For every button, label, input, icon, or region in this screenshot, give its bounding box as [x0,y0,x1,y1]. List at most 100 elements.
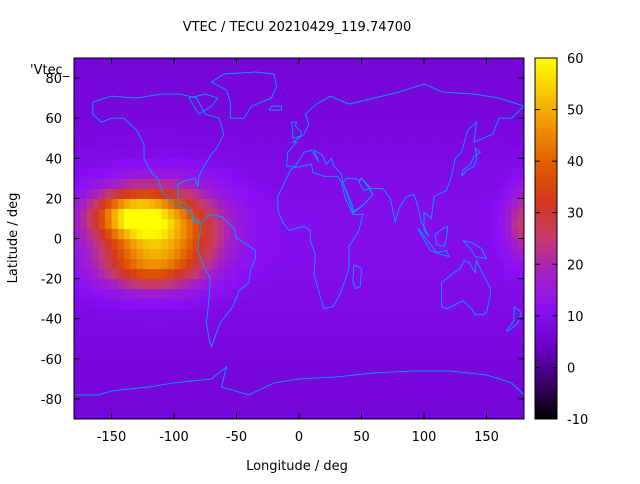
heatmap-cell [236,268,244,280]
heatmap-cell [449,158,456,169]
heatmap-cell [142,168,150,179]
heatmap-cell [224,258,231,270]
heatmap-cell [211,328,219,340]
heatmap-cell [342,278,350,290]
heatmap-cell [92,58,100,69]
heatmap-cell [124,208,131,220]
heatmap-cell [99,268,106,280]
heatmap-cell [349,188,356,199]
heatmap-cell [342,348,350,360]
heatmap-cell [317,198,325,210]
heatmap-cell [374,258,381,270]
heatmap-cell [186,338,194,350]
heatmap-cell [155,198,163,210]
heatmap-cell [342,148,350,159]
coastline-uk [290,121,303,139]
heatmap-cell [255,338,263,350]
heatmap-cell [380,268,388,280]
heatmap-cell [480,298,488,310]
heatmap-cell [105,218,113,230]
heatmap-cell [274,208,281,220]
heatmap-cell [367,288,375,300]
heatmap-cell [217,98,225,109]
heatmap-cell [367,278,375,290]
heatmap-cell [249,368,256,380]
heatmap-cell [411,218,419,230]
heatmap-cell [124,238,131,250]
heatmap-cell [286,398,294,410]
heatmap-cell [292,78,300,89]
heatmap-cell [180,168,188,179]
heatmap-cell [199,238,206,250]
coastline-indonesia [417,228,450,258]
heatmap-cell [167,158,175,169]
heatmap-cell [224,58,231,69]
heatmap-cell [286,138,294,149]
heatmap-cell [442,268,450,280]
heatmap-cell [380,178,388,189]
heatmap-cell [336,248,344,260]
heatmap-cell [230,218,238,230]
heatmap-cell [449,148,456,159]
heatmap-cell [292,288,300,300]
heatmap-cell [92,208,100,220]
heatmap-cell [230,58,238,69]
heatmap-cell [405,208,413,220]
heatmap-cell [392,178,400,189]
heatmap-cell [236,338,244,350]
heatmap-cell [180,388,188,400]
heatmap-cell [167,338,175,350]
heatmap-cell [399,298,406,310]
heatmap-cell [517,238,524,250]
heatmap-cell [311,198,319,210]
heatmap-cell [80,168,88,179]
heatmap-cell [117,298,125,310]
heatmap-cell [180,58,188,69]
heatmap-cell [361,318,369,330]
heatmap-cell [324,148,331,159]
heatmap-cell [255,178,263,189]
heatmap-cell [199,178,206,189]
heatmap-cell [455,298,463,310]
heatmap-cell [136,148,144,159]
heatmap-cell [186,68,194,79]
heatmap-cell [486,328,494,340]
heatmap-cell [136,328,144,340]
heatmap-cell [311,118,319,129]
heatmap-cell [149,358,156,370]
heatmap-cell [299,248,306,260]
heatmap-cell [480,268,488,280]
heatmap-cell [355,128,363,139]
heatmap-cell [274,358,281,370]
heatmap-cell [474,228,481,240]
heatmap-cell [442,388,450,400]
colorbar-tick-label: 30 [567,207,584,222]
heatmap-cell [161,158,169,169]
heatmap-cell [92,248,100,260]
heatmap-cell [467,138,475,149]
heatmap-cell [92,288,100,300]
heatmap-cell [480,88,488,99]
heatmap-cell [305,278,313,290]
heatmap-cell [286,108,294,119]
heatmap-cell [411,88,419,99]
heatmap-cell [111,168,119,179]
heatmap-cell [311,358,319,370]
heatmap-cell [424,318,431,330]
heatmap-cell [392,398,400,410]
heatmap-cell [124,68,131,79]
heatmap-cell [149,188,156,199]
heatmap-cell [436,298,444,310]
heatmap-cell [136,338,144,350]
heatmap-cell [424,88,431,99]
heatmap-cell [217,268,225,280]
heatmap-cell [242,228,250,240]
heatmap-cell [217,168,225,179]
heatmap-cell [180,138,188,149]
heatmap-cell [467,408,475,419]
heatmap-cell [424,278,431,290]
heatmap-cell [330,188,338,199]
heatmap-cell [455,248,463,260]
heatmap-cell [405,278,413,290]
heatmap-cell [105,108,113,119]
